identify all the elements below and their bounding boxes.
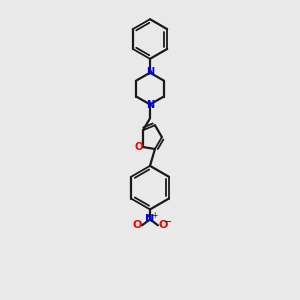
- Text: O: O: [135, 142, 143, 152]
- Text: N: N: [146, 214, 154, 224]
- Text: O: O: [158, 220, 168, 230]
- Text: N: N: [146, 100, 154, 110]
- Text: −: −: [164, 217, 172, 227]
- Text: +: +: [151, 211, 157, 220]
- Text: N: N: [146, 67, 154, 77]
- Text: O: O: [132, 220, 142, 230]
